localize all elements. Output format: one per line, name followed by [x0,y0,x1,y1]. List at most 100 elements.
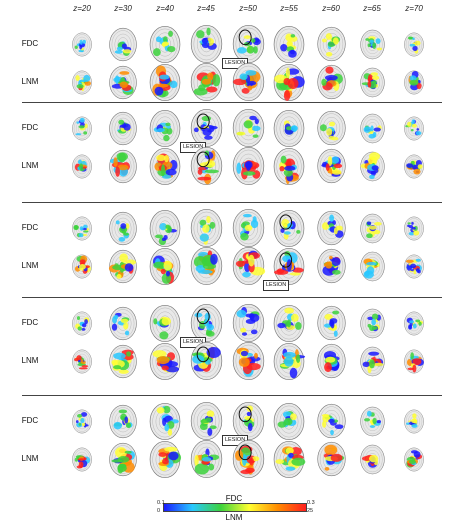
brain-slice [72,216,92,240]
brain-slice-lnm [148,147,182,191]
brain-slice [273,63,305,101]
brain-slice-fdc [359,406,386,442]
brain-slice [72,32,92,56]
colorbar-lnm-title: LNM [225,513,243,522]
brain-slice [232,63,264,101]
brain-slice-fdc [71,216,93,246]
brain-slice [273,304,305,342]
brain-slice-lnm [272,440,306,484]
brain-slice-fdc [272,109,306,153]
brain-slice-lnm [71,447,93,477]
brain-slice [404,116,424,140]
slice-label: z=60 [322,4,340,13]
brain-slice-fdc [316,26,347,67]
brain-slice-lnm [403,154,425,184]
brain-slice [404,254,424,278]
brain-slice-lnm [272,147,306,191]
brain-slice-fdc [71,409,93,439]
brain-slice-fdc [231,303,266,348]
brain-slice-fdc [148,402,182,446]
brain-slice [273,147,305,185]
brain-slice [190,109,222,147]
brain-slice [359,151,385,181]
brain-slice-lnm [403,349,425,379]
slice-label: z=70 [405,4,423,13]
brain-slice [404,349,424,373]
brain-slice [359,251,385,281]
row-label-fdc: FDC [21,318,39,327]
brain-slice-lnm [231,146,266,191]
colorbar-fdc-max: 0.3 [307,500,315,506]
brain-slice [190,440,222,478]
brain-slice [273,25,305,63]
brain-slice-lnm [148,63,182,107]
brain-slice-fdc [272,209,306,253]
brain-slice [232,209,264,247]
brain-slice [359,213,385,243]
brain-slice [232,402,264,440]
brain-slice [232,109,264,147]
panel-divider [22,102,442,103]
brain-slice-lnm [189,62,224,107]
brain-slice-lnm [403,70,425,100]
brain-slice-lnm [148,440,182,484]
brain-slice-fdc [108,211,138,251]
brain-slice [316,441,346,477]
brain-slice [149,63,181,101]
brain-slice [72,349,92,373]
row-label-lnm: LNM [21,454,39,463]
brain-slice [359,67,385,97]
row-label-fdc: FDC [21,123,39,132]
slice-label: z=20 [73,4,91,13]
panel-divider [22,395,442,396]
brain-slice [149,109,181,147]
slice-label: z=30 [114,4,132,13]
brain-slice [108,249,137,283]
brain-slice [359,29,385,59]
brain-slice [72,447,92,471]
brain-slice [316,403,346,439]
brain-slice-fdc [316,305,347,346]
brain-slice [149,440,182,478]
brain-slice-fdc [272,402,306,446]
brain-slice [149,342,181,380]
brain-slice [190,247,222,285]
brain-slice-fdc [108,306,138,346]
brain-slice-fdc [189,303,224,348]
brain-slice [359,444,385,474]
brain-slice-fdc [108,404,138,444]
colorbar-lnm-max: 25 [307,508,314,514]
colorbar-fdc-title: FDC [225,494,243,503]
brain-slice-fdc [231,401,266,446]
brain-slice [404,154,424,178]
brain-slice-fdc [403,311,425,341]
brain-slice-lnm [231,246,266,291]
row-label-lnm: LNM [21,261,39,270]
brain-slice-lnm [148,247,182,291]
brain-slice-lnm [108,344,138,384]
brain-slice-lnm [231,62,266,107]
brain-slice [109,65,137,99]
brain-slice-fdc [71,32,93,62]
brain-slice-lnm [316,64,347,105]
brain-slice [273,440,306,478]
brain-slice [149,209,181,247]
brain-slice [72,409,92,433]
brain-slice-lnm [272,63,306,107]
brain-slice [149,247,181,285]
brain-slice-lnm [359,151,386,187]
brain-slice [316,248,346,284]
brain-slice [190,147,222,185]
brain-slice [190,209,222,247]
brain-slice [72,311,92,335]
brain-slice-fdc [148,25,182,69]
brain-slice [109,211,137,245]
panel-divider [22,297,442,298]
brain-slice-lnm [403,254,425,284]
slice-label: z=50 [239,4,257,13]
brain-slice-fdc [71,116,93,146]
brain-slice [404,409,424,433]
slice-label: z=65 [363,4,381,13]
brain-slice-fdc [359,213,386,249]
